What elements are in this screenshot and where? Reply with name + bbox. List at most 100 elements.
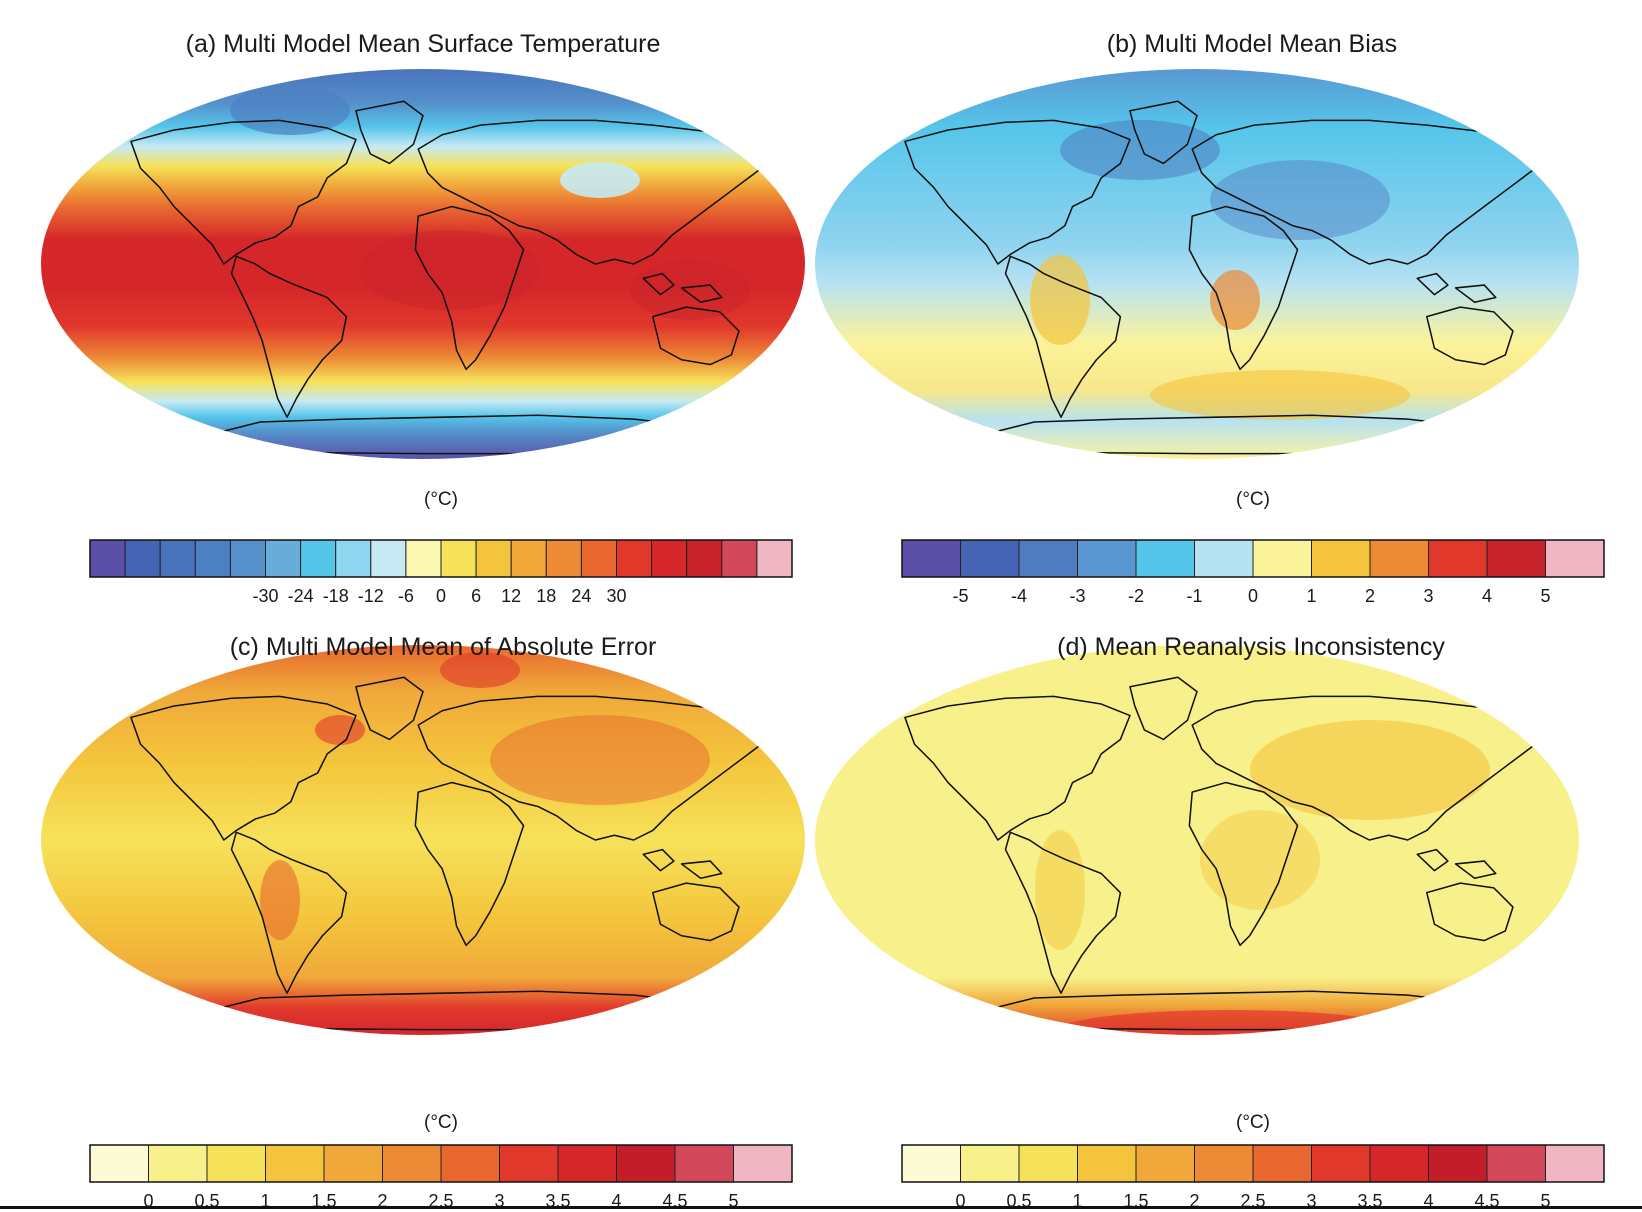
colorbar-swatch	[901, 1144, 961, 1183]
colorbar-frame	[901, 539, 1605, 578]
colorbar-tick-label: 4	[1482, 586, 1492, 606]
colorbar-swatch	[1252, 1144, 1312, 1183]
colorbar-swatch	[651, 539, 688, 578]
colorbar-tick-label: -18	[323, 586, 349, 606]
colorbar-swatch	[616, 1144, 676, 1183]
colorbar-swatch	[440, 539, 477, 578]
map-panel-c	[41, 645, 805, 1035]
colorbar-tick-label: -5	[952, 586, 968, 606]
colorbar-swatch	[1486, 539, 1546, 578]
colorbar-tick-label: 3	[1306, 1191, 1316, 1211]
colorbar-frame	[901, 1144, 1605, 1183]
colorbar-swatch	[960, 1144, 1020, 1183]
colorbar-swatch	[1135, 539, 1195, 578]
colorbar-tick-label: -24	[288, 586, 314, 606]
colorbar-tick-label: 18	[536, 586, 556, 606]
colorbar-swatch	[499, 1144, 559, 1183]
colorbar-swatch	[1135, 1144, 1195, 1183]
colorbar-tick-label: 5	[728, 1191, 738, 1211]
colorbar-swatch	[1545, 1144, 1605, 1183]
colorbar-swatch	[323, 1144, 383, 1183]
colorbar-tick-label: 24	[571, 586, 591, 606]
colorbar-tick-label: 12	[501, 586, 521, 606]
colorbar-swatch	[1018, 1144, 1078, 1183]
colorbar-tick-label: -2	[1128, 586, 1144, 606]
colorbar-swatch	[405, 539, 442, 578]
colorbar-tick-label: 1	[1072, 1191, 1082, 1211]
colorbar-swatch	[1369, 1144, 1429, 1183]
colorbar-tick-label: 0	[1248, 586, 1258, 606]
colorbar-c	[89, 1144, 793, 1183]
colorbar-b	[901, 539, 1605, 578]
colorbar-swatch	[89, 1144, 149, 1183]
colorbar-swatch	[674, 1144, 734, 1183]
panel-annotations: (a) Multi Model Mean Surface Temperature…	[89, 30, 1605, 1211]
panel-title-c: (c) Multi Model Mean of Absolute Error	[230, 633, 657, 661]
colorbar-tick-label: -1	[1186, 586, 1202, 606]
colorbar-tick-label: 5	[1540, 586, 1550, 606]
colorbar-tick-label: 2	[1189, 1191, 1199, 1211]
colorbar-frame	[89, 1144, 793, 1183]
colorbar-tick-label: -6	[398, 586, 414, 606]
colorbar-tick-label: 0	[143, 1191, 153, 1211]
colorbar-swatch	[1194, 1144, 1254, 1183]
colorbar-swatch	[1545, 539, 1605, 578]
colorbar-swatch	[148, 1144, 208, 1183]
colorbar-swatch	[721, 539, 758, 578]
colorbar-swatch	[229, 539, 266, 578]
panel-title-a: (a) Multi Model Mean Surface Temperature	[186, 30, 661, 58]
colorbar-tick-label: 6	[471, 586, 481, 606]
colorbar-tick-label: -30	[252, 586, 278, 606]
colorbar-swatch	[545, 539, 582, 578]
colorbar-tick-label: 2	[377, 1191, 387, 1211]
panel-title-d: (d) Mean Reanalysis Inconsistency	[1057, 633, 1445, 661]
colorbar-swatch	[557, 1144, 617, 1183]
colorbar-swatch	[370, 539, 407, 578]
colorbar-tick-label: 2	[1365, 586, 1375, 606]
colorbar-tick-label: 0	[436, 586, 446, 606]
colorbar-swatch	[1077, 539, 1137, 578]
colorbar-swatch	[206, 1144, 266, 1183]
map-panel-a	[41, 69, 805, 459]
colorbar-swatch	[1252, 539, 1312, 578]
colorbar-a	[89, 539, 793, 578]
bottom-rule	[0, 1206, 1642, 1209]
colorbar-swatch	[159, 539, 196, 578]
colorbar-tick-label: 30	[606, 586, 626, 606]
colorbar-swatch	[1077, 1144, 1137, 1183]
colorbar-swatch	[1311, 539, 1371, 578]
colorbar-tick-label: 4	[611, 1191, 621, 1211]
colorbar-swatch	[1428, 539, 1488, 578]
colorbar-tick-label: -3	[1069, 586, 1085, 606]
colorbar-swatch	[901, 539, 961, 578]
colorbar-swatch	[124, 539, 161, 578]
colorbar-tick-label: -4	[1011, 586, 1027, 606]
colorbar-swatch	[1486, 1144, 1546, 1183]
colorbar-tick-label: 1	[1306, 586, 1316, 606]
colorbar-unit-a: (°C)	[424, 489, 458, 510]
colorbar-swatch	[194, 539, 231, 578]
colorbar-frame	[89, 539, 793, 578]
colorbar-swatch	[756, 539, 793, 578]
colorbar-swatch	[1311, 1144, 1371, 1183]
colorbar-tick-label: 0	[955, 1191, 965, 1211]
colorbar-swatch	[440, 1144, 500, 1183]
colorbar-swatch	[616, 539, 653, 578]
colorbar-swatch	[265, 1144, 325, 1183]
colorbar-swatch	[1018, 539, 1078, 578]
panel-title-b: (b) Multi Model Mean Bias	[1107, 30, 1397, 58]
map-panel-d	[815, 645, 1579, 1035]
colorbar-swatch	[1194, 539, 1254, 578]
colorbar-swatch	[580, 539, 618, 578]
colorbar-swatch	[265, 539, 302, 578]
colorbar-swatch	[475, 539, 512, 578]
colorbar-tick-label: 5	[1540, 1191, 1550, 1211]
colorbar-tick-label: -12	[358, 586, 384, 606]
map-panel-b	[815, 69, 1579, 459]
colorbar-swatch	[510, 539, 547, 578]
colorbar-swatch	[89, 539, 126, 578]
colorbar-unit-b: (°C)	[1236, 489, 1270, 510]
colorbar-swatch	[960, 539, 1020, 578]
colorbar-swatch	[1428, 1144, 1488, 1183]
